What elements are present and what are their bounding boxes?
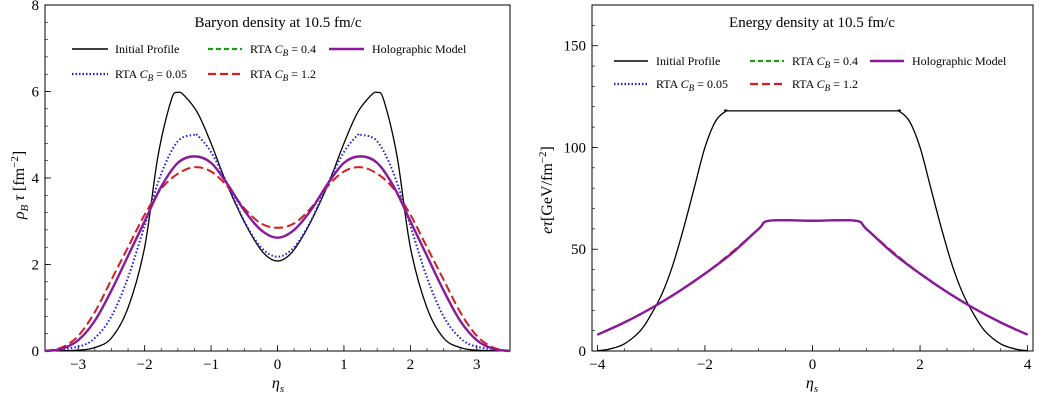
series-line-initial-profile: [597, 109, 1028, 352]
legend: Initial Profile RTA CB = 0.4 Holographic…: [614, 54, 1007, 93]
y-tick-label: 4: [32, 171, 40, 187]
series-line-initial-profile: [44, 91, 511, 352]
series-line-rta-c-b-0-05: [596, 219, 1029, 336]
axis-ticks: −4 −2 0 2 4 0 50 100 150: [564, 4, 1032, 373]
legend-item-rta-0-4: RTA CB = 0.4: [750, 54, 858, 70]
y-tick-label: 50: [571, 242, 586, 258]
series-layer: [596, 109, 1029, 352]
legend-item-rta-0-05: RTA CB = 0.05: [614, 77, 728, 93]
y-tick-label: 100: [564, 140, 587, 156]
legend-label: Holographic Model: [372, 42, 467, 56]
plot-frame: [44, 4, 511, 352]
legend-item-holographic: Holographic Model: [329, 42, 467, 56]
y-tick-label: 8: [32, 0, 40, 14]
chart-title: Energy density at 10.5 fm/c: [729, 15, 895, 31]
series-line-rta-c-b-1-2: [596, 219, 1029, 336]
legend-item-holographic: Holographic Model: [870, 54, 1007, 68]
baryon-density-chart: −3 −2 −1 0 1 2 3 0 2 4 6 8 Baryon density at 10.5 f…: [9, 0, 511, 395]
legend-item-initial-profile: Initial Profile: [614, 54, 720, 68]
energy-density-chart: −4 −2 0 2 4 0 50 100 150 Energy density at 10.5 …: [537, 4, 1034, 395]
series-line-rta-c-b-0-4: [44, 155, 511, 352]
x-tick-label: 0: [274, 357, 282, 373]
x-tick-label: −2: [697, 357, 713, 373]
x-axis-label: ηs: [272, 375, 284, 395]
legend-label: RTA CB = 0.4: [250, 42, 316, 58]
x-tick-label: −2: [137, 357, 153, 373]
series-line-rta-c-b-1-2: [44, 166, 511, 352]
axis-ticks: −3 −2 −1 0 1 2 3 0 2 4 6 8: [32, 0, 511, 373]
x-tick-label: 2: [916, 357, 924, 373]
x-tick-label: −3: [70, 357, 86, 373]
legend-label: RTA CB = 0.4: [792, 54, 858, 70]
x-tick-label: −4: [589, 357, 605, 373]
series-layer: [44, 91, 511, 353]
y-tick-label: 2: [32, 258, 40, 274]
y-tick-label: 0: [579, 344, 587, 360]
y-tick-label: 6: [32, 85, 40, 101]
legend-label: RTA CB = 1.2: [792, 77, 858, 93]
series-line-rta-c-b-0-05: [44, 132, 511, 352]
x-tick-label: 3: [473, 357, 481, 373]
legend-label: Initial Profile: [656, 54, 720, 68]
legend-label: RTA CB = 0.05: [656, 77, 728, 93]
series-line-rta-c-b-0-4: [596, 219, 1029, 336]
legend-item-rta-0-4: RTA CB = 0.4: [208, 42, 316, 58]
chart-title: Baryon density at 10.5 fm/c: [194, 15, 361, 31]
y-tick-label: 150: [564, 39, 587, 55]
legend-item-rta-0-05: RTA CB = 0.05: [72, 67, 187, 83]
legend-label: RTA CB = 1.2: [250, 67, 316, 83]
x-axis-label: ηs: [806, 375, 818, 395]
x-tick-label: 0: [809, 357, 817, 373]
x-tick-label: 1: [340, 357, 348, 373]
y-axis-label: ρB τ [fm−2]: [9, 151, 31, 220]
y-tick-label: 0: [32, 344, 40, 360]
x-tick-label: −1: [203, 357, 219, 373]
legend-item-rta-1-2: RTA CB = 1.2: [750, 77, 858, 93]
series-line-holographic-model: [596, 218, 1029, 336]
legend-item-rta-1-2: RTA CB = 1.2: [208, 67, 316, 83]
legend-label: Initial Profile: [115, 42, 179, 56]
x-tick-label: 2: [407, 357, 415, 373]
legend-label: RTA CB = 0.05: [115, 67, 187, 83]
y-axis-label: eτ[GeV/fm−2]: [537, 146, 556, 234]
legend-item-initial-profile: Initial Profile: [72, 42, 179, 56]
x-tick-label: 4: [1024, 357, 1032, 373]
legend: Initial Profile RTA CB = 0.4 Holographic…: [72, 42, 467, 83]
series-line-holographic-model: [44, 155, 511, 353]
legend-label: Holographic Model: [912, 54, 1007, 68]
